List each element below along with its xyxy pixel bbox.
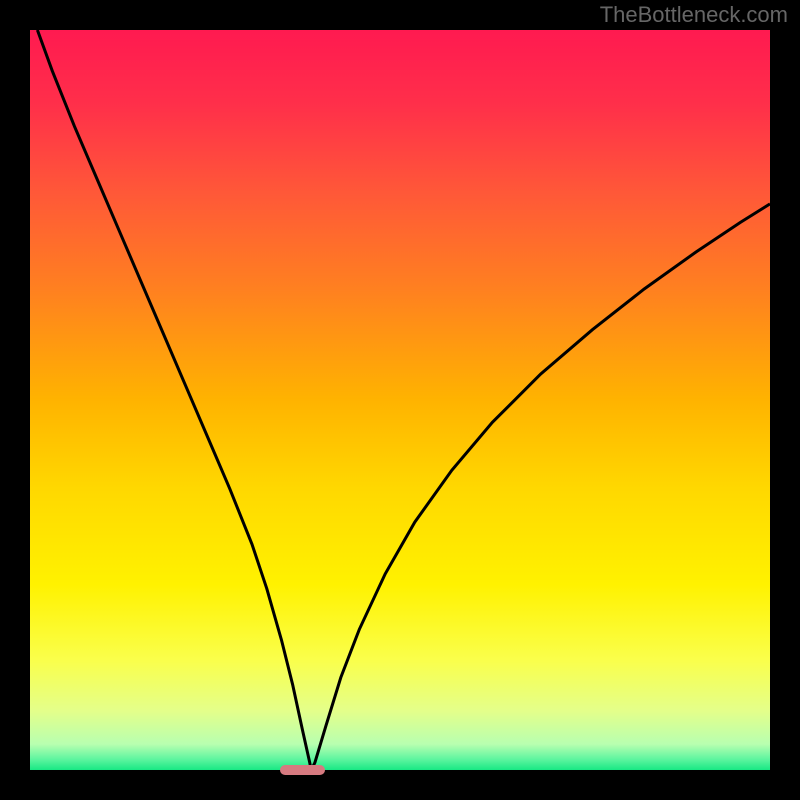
minimum-marker [280,765,324,775]
watermark-text: TheBottleneck.com [600,2,788,28]
plot-area [30,30,770,770]
bottleneck-curve [30,30,770,770]
